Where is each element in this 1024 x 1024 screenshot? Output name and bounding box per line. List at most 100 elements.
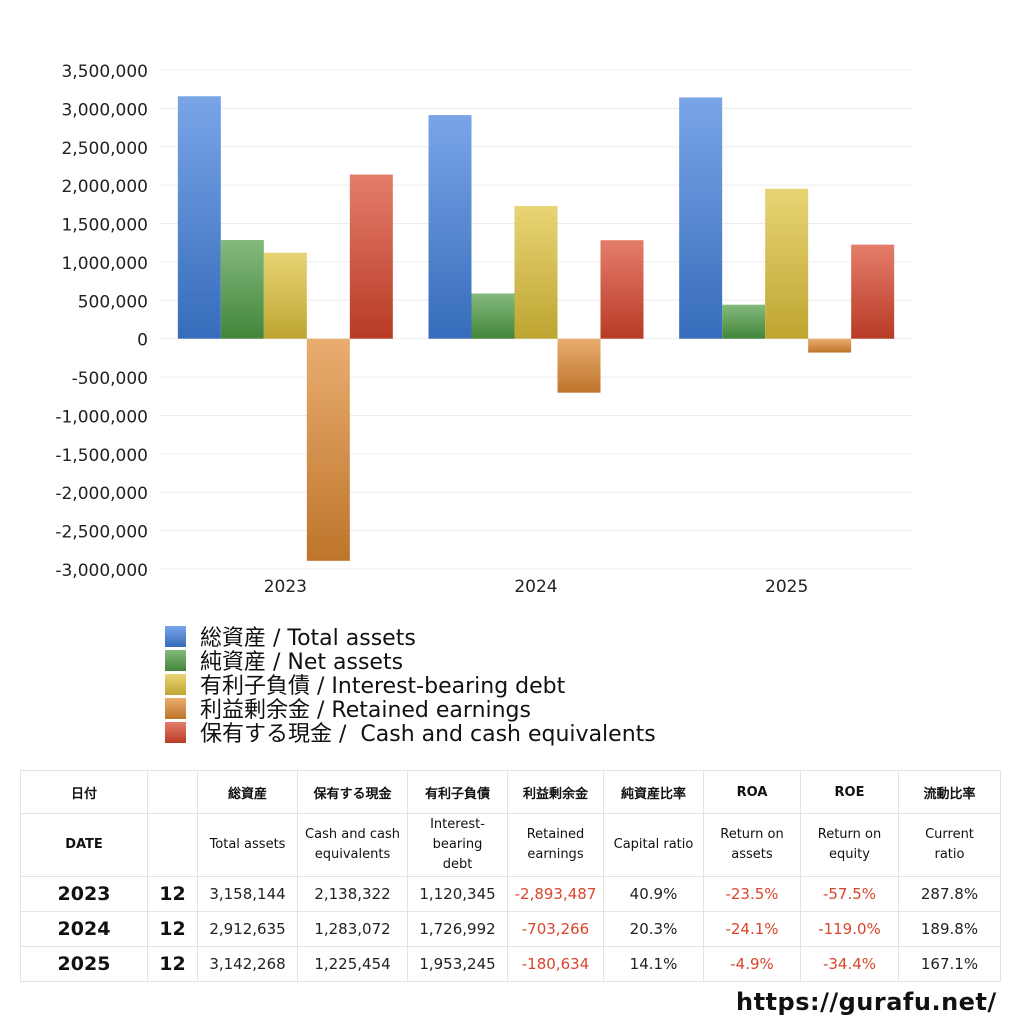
table-header-cell: Capital ratio: [603, 813, 704, 877]
table-cell: 40.9%: [603, 876, 704, 912]
table-cell: 3,142,268: [197, 946, 298, 982]
table-cell: 1,225,454: [297, 946, 408, 982]
y-tick-label: 2,000,000: [61, 177, 148, 197]
legend-item: 保有する現金 / Cash and cash equivalents: [165, 720, 656, 747]
table-cell: -703,266: [507, 911, 604, 947]
bar: [765, 188, 809, 339]
x-tick-label: 2025: [765, 577, 808, 597]
legend-label: 利益剰余金 / Retained earnings: [200, 698, 531, 723]
bar: [349, 174, 393, 339]
y-tick-label: -2,000,000: [55, 484, 148, 504]
bar: [514, 206, 558, 339]
legend-swatch: [165, 721, 186, 743]
financial-table: 日付 総資産 保有する現金 有利子負債 利益剰余金 純資産比率 ROA ROE 流動比率 DATE…: [20, 770, 1001, 982]
bar: [722, 304, 766, 339]
table-cell: 20.3%: [603, 911, 704, 947]
y-tick-label: 3,500,000: [61, 62, 148, 82]
legend-label: 有利子負債 / Interest-bearing debt: [200, 674, 566, 699]
y-tick-label: -2,500,000: [55, 523, 148, 543]
table-cell: 1,120,345: [407, 876, 508, 912]
table-header-cell: DATE: [20, 813, 148, 877]
site-url[interactable]: https://gurafu.net/: [736, 988, 997, 1016]
y-tick-label: 0: [137, 331, 148, 351]
table-header-row: DATE Total assets Cash and cash equivalents…: [20, 813, 1001, 877]
table-header-cell: ROE: [800, 770, 899, 814]
table-row: 2025 12 3,142,268 1,225,454 1,953,245 -180,63…: [20, 946, 1001, 982]
legend-swatch: [165, 673, 186, 695]
table-header-cell: Return on equity: [800, 813, 899, 877]
legend-item: 純資産 / Net assets: [165, 648, 656, 675]
bars: [177, 96, 895, 561]
bar: [679, 97, 723, 339]
legend-item: 利益剰余金 / Retained earnings: [165, 696, 656, 723]
bar: [263, 252, 307, 339]
table-cell: 167.1%: [898, 946, 1001, 982]
table-cell: 12: [147, 946, 198, 982]
table-cell: 12: [147, 911, 198, 947]
x-axis-tick-labels: 2023 2024 2025: [264, 577, 809, 597]
table-cell: -4.9%: [703, 946, 801, 982]
table-cell: 3,158,144: [197, 876, 298, 912]
bar: [306, 338, 350, 561]
table-header-cell: Return on assets: [703, 813, 801, 877]
bar: [808, 338, 852, 353]
bar-chart: 3,500,000 3,000,000 2,500,000 2,000,000 1,50…: [55, 62, 912, 597]
table-cell: 2,912,635: [197, 911, 298, 947]
legend-label: 純資産 / Net assets: [200, 650, 404, 675]
table-header-cell: ROA: [703, 770, 801, 814]
table-header-cell: 純資産比率: [603, 770, 704, 814]
table-header-cell: 日付: [20, 770, 148, 814]
table-cell: 1,283,072: [297, 911, 408, 947]
table-cell: 1,953,245: [407, 946, 508, 982]
bar: [220, 239, 264, 339]
table-header-cell: Interest-bearing debt: [407, 813, 508, 877]
legend-label: 保有する現金 / Cash and cash equivalents: [200, 722, 656, 747]
legend-swatch: [165, 697, 186, 719]
table-cell: -119.0%: [800, 911, 899, 947]
y-tick-label: 500,000: [78, 292, 148, 312]
x-tick-label: 2024: [514, 577, 557, 597]
table-cell: -180,634: [507, 946, 604, 982]
table-cell: 2,138,322: [297, 876, 408, 912]
bar: [177, 96, 221, 339]
table-header-cell: [147, 770, 198, 814]
table-cell: 2023: [20, 876, 148, 912]
table-cell: -2,893,487: [507, 876, 604, 912]
table-header-cell: 有利子負債: [407, 770, 508, 814]
y-tick-label: 1,000,000: [61, 254, 148, 274]
bar: [851, 244, 895, 339]
y-tick-label: 3,000,000: [61, 100, 148, 120]
bar: [600, 240, 644, 339]
y-tick-label: 1,500,000: [61, 216, 148, 236]
table-cell: -57.5%: [800, 876, 899, 912]
legend-label: 総資産 / Total assets: [200, 626, 416, 651]
table-header-cell: Retained earnings: [507, 813, 604, 877]
table-header-cell: Current ratio: [898, 813, 1001, 877]
table-cell: -34.4%: [800, 946, 899, 982]
y-tick-label: 2,500,000: [61, 139, 148, 159]
bar: [471, 293, 515, 339]
table-cell: -24.1%: [703, 911, 801, 947]
bar: [557, 338, 601, 393]
table-row: 2023 12 3,158,144 2,138,322 1,120,345 -2,893,…: [20, 876, 1001, 912]
legend-swatch: [165, 625, 186, 647]
y-tick-label: -500,000: [72, 369, 148, 389]
table-cell: 1,726,992: [407, 911, 508, 947]
bar: [428, 115, 472, 339]
table-cell: 14.1%: [603, 946, 704, 982]
table-cell: -23.5%: [703, 876, 801, 912]
table-header-cell: 総資産: [197, 770, 298, 814]
table-header-cell: [147, 813, 198, 877]
legend-item: 有利子負債 / Interest-bearing debt: [165, 672, 656, 699]
legend: 総資産 / Total assets 純資産 / Net assets 有利子負債 …: [165, 624, 656, 747]
y-axis-tick-labels: 3,500,000 3,000,000 2,500,000 2,000,000 1,50…: [55, 62, 148, 581]
table-header-cell: 保有する現金: [297, 770, 408, 814]
table-header-cell: 利益剰余金: [507, 770, 604, 814]
y-tick-label: -1,000,000: [55, 407, 148, 427]
table-header-cell: Cash and cash equivalents: [297, 813, 408, 877]
legend-swatch: [165, 649, 186, 671]
y-tick-label: -1,500,000: [55, 446, 148, 466]
table-row: 2024 12 2,912,635 1,283,072 1,726,992 -703,26…: [20, 911, 1001, 947]
table-header-cell: Total assets: [197, 813, 298, 877]
y-tick-label: -3,000,000: [55, 561, 148, 581]
